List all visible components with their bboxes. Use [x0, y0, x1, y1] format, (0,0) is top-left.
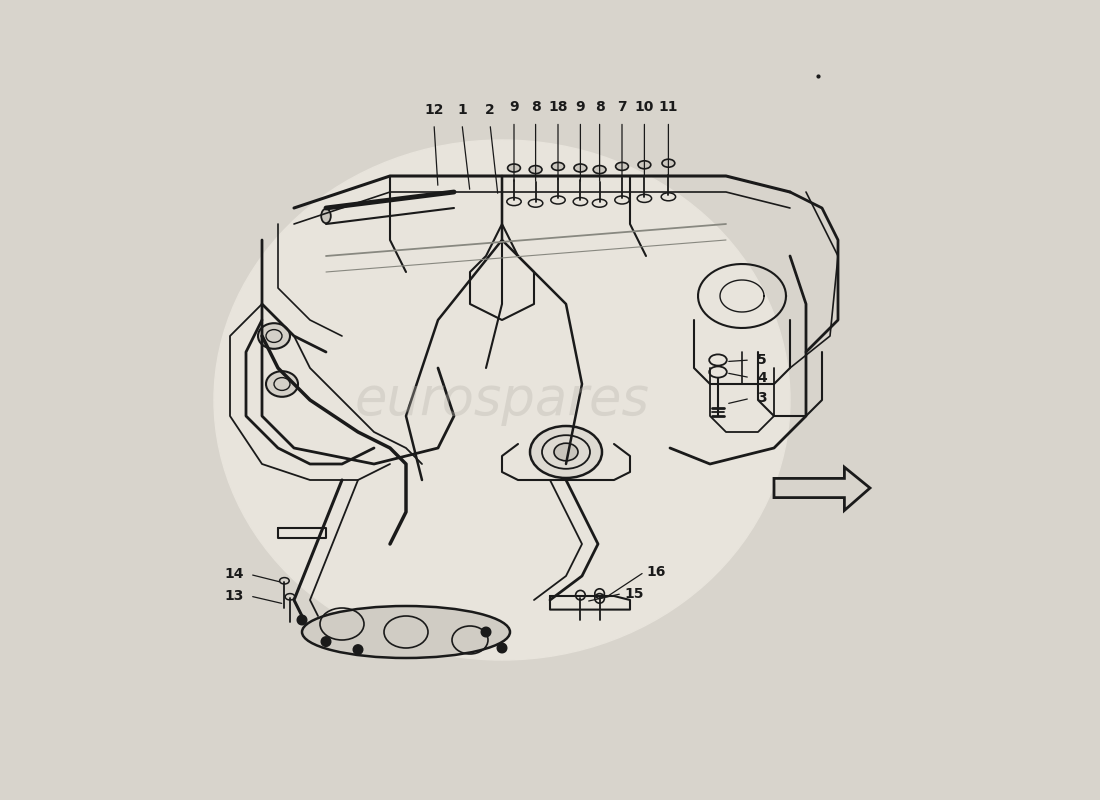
Ellipse shape	[214, 140, 790, 660]
Ellipse shape	[258, 323, 290, 349]
Text: 18: 18	[548, 100, 568, 114]
Text: 2: 2	[485, 102, 495, 117]
Text: 14: 14	[224, 567, 244, 582]
Ellipse shape	[529, 166, 542, 174]
Text: 15: 15	[625, 586, 644, 601]
Text: 9: 9	[509, 100, 519, 114]
Ellipse shape	[554, 443, 578, 461]
Text: 8: 8	[595, 100, 605, 114]
Circle shape	[497, 643, 507, 653]
Text: 5: 5	[757, 353, 767, 367]
Text: 4: 4	[757, 370, 767, 385]
Circle shape	[481, 627, 491, 637]
Ellipse shape	[530, 426, 602, 478]
Text: 12: 12	[425, 102, 443, 117]
Text: 16: 16	[647, 565, 667, 579]
Circle shape	[321, 637, 331, 646]
Ellipse shape	[302, 606, 510, 658]
Circle shape	[297, 615, 307, 625]
Text: 8: 8	[530, 100, 540, 114]
Text: 7: 7	[617, 100, 627, 114]
Ellipse shape	[551, 162, 564, 170]
Text: 3: 3	[757, 391, 767, 406]
Ellipse shape	[662, 159, 674, 167]
Circle shape	[353, 645, 363, 654]
Ellipse shape	[507, 164, 520, 172]
Text: 13: 13	[224, 589, 244, 603]
Ellipse shape	[574, 164, 586, 172]
Text: 1: 1	[458, 102, 466, 117]
Ellipse shape	[593, 166, 606, 174]
Ellipse shape	[321, 209, 331, 223]
Ellipse shape	[266, 371, 298, 397]
Text: eurospares: eurospares	[354, 374, 649, 426]
Text: 9: 9	[575, 100, 585, 114]
Text: 10: 10	[635, 100, 654, 114]
Text: 11: 11	[659, 100, 678, 114]
Ellipse shape	[638, 161, 651, 169]
Ellipse shape	[616, 162, 628, 170]
